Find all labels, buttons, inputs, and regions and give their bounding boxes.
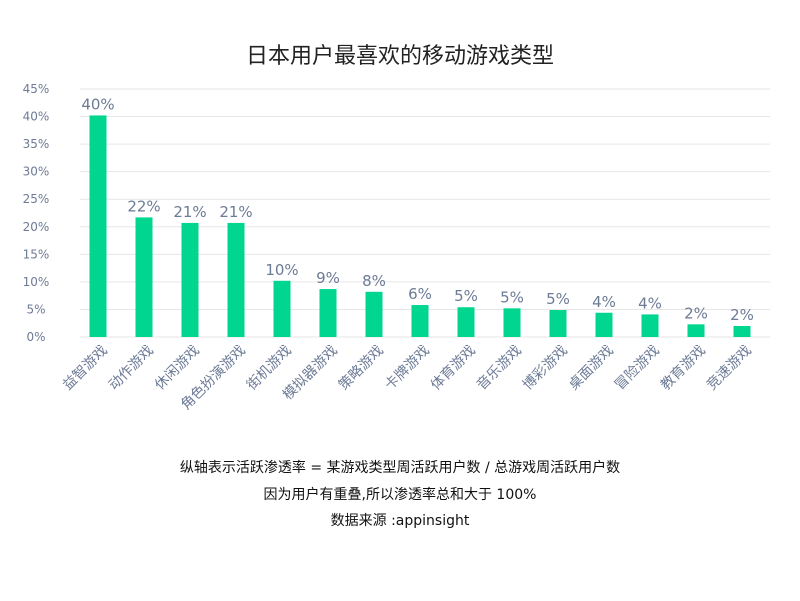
- y-tick-label: 40%: [23, 110, 50, 124]
- value-label: 5%: [500, 288, 524, 306]
- x-tick-label: 教育游戏: [658, 343, 709, 394]
- x-tick-label: 体育游戏: [428, 343, 479, 394]
- note-source: 数据来源 :appinsight: [330, 513, 470, 529]
- y-tick-label: 45%: [23, 82, 50, 96]
- bars: [89, 115, 751, 337]
- bar: [89, 115, 107, 337]
- y-tick-label: 15%: [23, 247, 50, 261]
- value-label: 22%: [127, 197, 160, 215]
- x-tick-label: 益智游戏: [60, 343, 111, 394]
- bar: [365, 291, 383, 337]
- value-label: 8%: [362, 272, 386, 290]
- bar: [273, 280, 291, 337]
- y-tick-label: 25%: [23, 192, 50, 206]
- bar: [595, 312, 613, 337]
- chart-title: 日本用户最喜欢的移动游戏类型: [245, 44, 554, 69]
- x-tick-label: 策略游戏: [335, 342, 387, 394]
- value-label: 9%: [316, 269, 340, 287]
- bar: [549, 309, 567, 337]
- y-tick-label: 5%: [26, 302, 45, 316]
- x-tick-label: 音乐游戏: [473, 342, 525, 394]
- bar: [687, 324, 705, 337]
- y-axis-ticks: 0% 5% 10% 15% 20% 25% 30% 35% 40% 45%: [23, 82, 50, 344]
- bar: [319, 289, 337, 337]
- x-tick-label: 桌面游戏: [566, 343, 617, 394]
- value-label: 6%: [408, 285, 432, 303]
- value-label: 21%: [173, 203, 206, 221]
- value-label: 2%: [730, 306, 754, 324]
- bar: [181, 222, 199, 337]
- x-tick-label: 博彩游戏: [519, 342, 571, 394]
- y-tick-label: 10%: [23, 275, 50, 289]
- x-axis-labels: 益智游戏动作游戏休闲游戏角色扮演游戏街机游戏模拟器游戏策略游戏卡牌游戏体育游戏音…: [60, 342, 755, 413]
- value-labels: 40% 22% 21% 21% 10% 9% 8% 6% 5% 5% 5% 4% 4% 2% 2%: [81, 95, 754, 324]
- bar: [457, 307, 475, 337]
- x-tick-label: 竞速游戏: [703, 342, 755, 394]
- value-label: 10%: [265, 261, 298, 279]
- y-tick-label: 20%: [23, 220, 50, 234]
- value-label: 21%: [219, 203, 252, 221]
- bar: [733, 325, 751, 337]
- value-label: 5%: [454, 287, 478, 305]
- note-overlap: 因为用户有重叠,所以渗透率总和大于 100%: [263, 487, 537, 503]
- bar: [641, 314, 659, 337]
- value-label: 4%: [592, 293, 616, 311]
- value-label: 4%: [638, 294, 662, 312]
- x-tick-label: 动作游戏: [106, 343, 157, 394]
- x-tick-label: 冒险游戏: [612, 343, 663, 394]
- y-tick-label: 30%: [23, 165, 50, 179]
- x-tick-label: 卡牌游戏: [381, 342, 433, 394]
- y-tick-label: 35%: [23, 137, 50, 151]
- value-label: 2%: [684, 304, 708, 322]
- note-definition: 纵轴表示活跃渗透率 = 某游戏类型周活跃用户数 / 总游戏周活跃用户数: [179, 460, 621, 476]
- y-tick-label: 0%: [26, 330, 45, 344]
- bar: [227, 222, 245, 337]
- value-label: 5%: [546, 290, 570, 308]
- value-label: 40%: [81, 95, 114, 113]
- bar: [503, 308, 521, 337]
- bar: [135, 217, 153, 337]
- bar: [411, 305, 429, 337]
